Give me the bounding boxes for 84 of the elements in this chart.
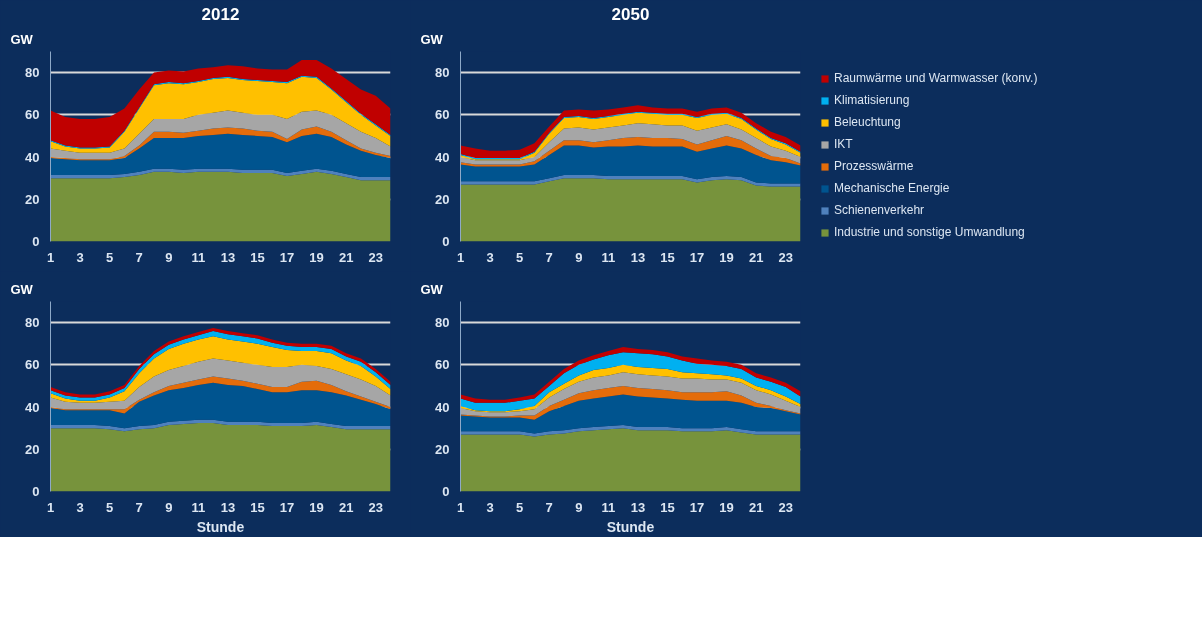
legend-label: Mechanische Energie bbox=[834, 181, 950, 195]
y-tick-label: 40 bbox=[435, 399, 450, 415]
y-tick-label: 20 bbox=[25, 441, 40, 457]
legend-label: Beleuchtung bbox=[834, 115, 901, 129]
y-tick-label: 20 bbox=[435, 191, 450, 207]
x-tick-label: 3 bbox=[486, 249, 494, 265]
x-tick-label: 23 bbox=[778, 499, 793, 515]
y-axis-title: GW bbox=[420, 281, 444, 297]
y-tick-label: 80 bbox=[435, 315, 450, 331]
x-axis-title: Stunde bbox=[196, 518, 245, 535]
legend-label: Raumwärme und Warmwasser (konv.) bbox=[834, 71, 1038, 85]
x-tick-label: 11 bbox=[191, 499, 206, 515]
x-tick-label: 17 bbox=[279, 249, 295, 265]
x-tick-label: 1 bbox=[456, 499, 465, 515]
x-tick-label: 19 bbox=[309, 249, 324, 265]
y-tick-label: 0 bbox=[32, 234, 40, 249]
x-tick-label: 17 bbox=[689, 249, 705, 265]
x-tick-label: 19 bbox=[309, 499, 324, 515]
legend-label: Prozesswärme bbox=[834, 159, 914, 173]
x-tick-label: 13 bbox=[220, 249, 236, 265]
x-tick-label: 21 bbox=[338, 499, 354, 515]
legend-label: Industrie und sonstige Umwandlung bbox=[834, 225, 1025, 239]
x-tick-label: 15 bbox=[660, 499, 675, 515]
y-axis-title: GW bbox=[10, 31, 34, 47]
x-tick-label: 1 bbox=[46, 249, 55, 265]
x-tick-label: 19 bbox=[719, 499, 734, 515]
y-tick-label: 80 bbox=[435, 65, 450, 81]
y-tick-label: 60 bbox=[435, 357, 450, 373]
legend-label: Klimatisierung bbox=[834, 93, 910, 107]
x-tick-label: 17 bbox=[279, 499, 295, 515]
x-tick-label: 1 bbox=[456, 249, 465, 265]
x-tick-label: 23 bbox=[778, 249, 793, 265]
y-tick-label: 60 bbox=[25, 357, 40, 373]
x-tick-label: 13 bbox=[220, 499, 236, 515]
x-tick-label: 3 bbox=[486, 499, 494, 515]
x-tick-label: 9 bbox=[575, 499, 583, 515]
x-tick-label: 1 bbox=[46, 499, 55, 515]
y-axis-title: GW bbox=[420, 31, 444, 47]
x-tick-label: 23 bbox=[368, 499, 383, 515]
x-tick-label: 7 bbox=[545, 249, 553, 265]
y-tick-label: 40 bbox=[435, 149, 450, 165]
x-tick-label: 21 bbox=[748, 499, 764, 515]
y-tick-label: 20 bbox=[25, 191, 40, 207]
y-tick-label: 40 bbox=[25, 399, 40, 415]
x-tick-label: 5 bbox=[106, 499, 114, 515]
y-axis-title: GW bbox=[10, 281, 34, 297]
y-tick-label: 0 bbox=[442, 234, 450, 249]
y-tick-label: 60 bbox=[435, 107, 450, 123]
x-tick-label: 7 bbox=[545, 499, 553, 515]
x-tick-label: 5 bbox=[106, 249, 114, 265]
x-tick-label: 9 bbox=[165, 499, 173, 515]
y-tick-label: 60 bbox=[25, 107, 40, 123]
x-tick-label: 15 bbox=[250, 249, 265, 265]
legend-label: IKT bbox=[834, 137, 854, 151]
x-tick-label: 11 bbox=[601, 499, 616, 515]
x-tick-label: 3 bbox=[76, 499, 84, 515]
x-tick-label: 13 bbox=[630, 499, 646, 515]
x-tick-label: 21 bbox=[748, 249, 764, 265]
x-tick-label: 13 bbox=[630, 249, 646, 265]
chart-title: 2012 bbox=[201, 4, 240, 24]
chart-title: 2050 bbox=[611, 4, 650, 24]
x-tick-label: 11 bbox=[191, 249, 206, 265]
x-axis-title: Stunde bbox=[606, 518, 655, 535]
y-tick-label: 0 bbox=[442, 484, 450, 499]
x-tick-label: 7 bbox=[135, 249, 143, 265]
x-tick-label: 9 bbox=[165, 249, 173, 265]
y-tick-label: 80 bbox=[25, 315, 40, 331]
y-tick-label: 80 bbox=[25, 65, 40, 81]
x-tick-label: 9 bbox=[575, 249, 583, 265]
x-tick-label: 7 bbox=[135, 499, 143, 515]
x-tick-label: 23 bbox=[368, 249, 383, 265]
x-tick-label: 5 bbox=[516, 499, 524, 515]
x-tick-label: 5 bbox=[516, 249, 524, 265]
legend-label: Schienenverkehr bbox=[834, 203, 925, 217]
y-tick-label: 40 bbox=[25, 149, 40, 165]
x-tick-label: 21 bbox=[338, 249, 354, 265]
x-tick-label: 11 bbox=[601, 249, 616, 265]
x-tick-label: 15 bbox=[250, 499, 265, 515]
y-tick-label: 20 bbox=[435, 441, 450, 457]
x-tick-label: 3 bbox=[76, 249, 84, 265]
y-tick-label: 0 bbox=[32, 484, 40, 499]
x-tick-label: 19 bbox=[719, 249, 734, 265]
x-tick-label: 17 bbox=[689, 499, 705, 515]
x-tick-label: 15 bbox=[660, 249, 675, 265]
